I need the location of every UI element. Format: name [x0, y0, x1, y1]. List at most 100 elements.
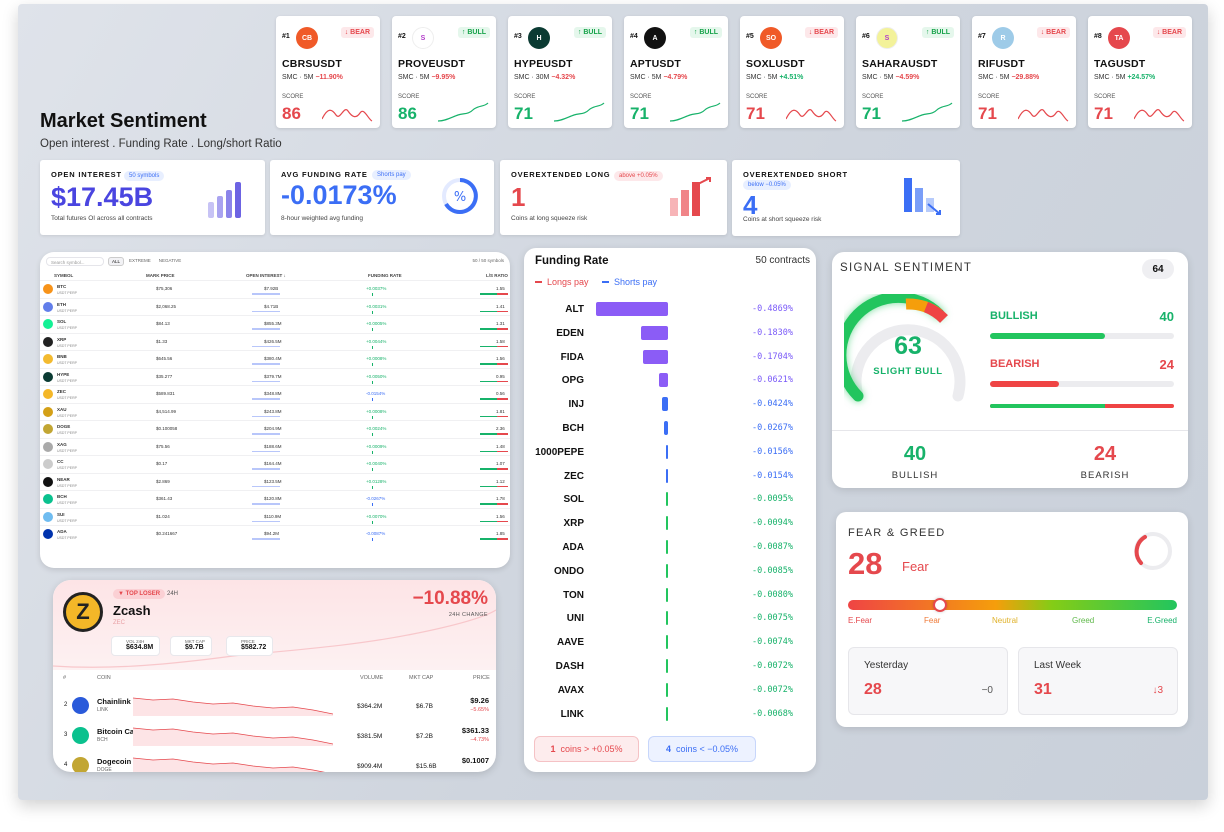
- table-row[interactable]: CC USDT PERP $0.17 $164.4M +0.0040% 1.07: [40, 455, 510, 473]
- funding-row[interactable]: ONDO -0.0085%: [524, 560, 816, 584]
- funding-row[interactable]: AAVE -0.0074%: [524, 631, 816, 655]
- row-sub: USDT PERP: [57, 536, 77, 540]
- funding-value: -0.0621%: [752, 375, 793, 386]
- token-name: HYPEUSDT: [514, 58, 573, 70]
- row-ls: 1.81: [496, 408, 505, 414]
- coin-icon: [43, 511, 53, 522]
- row-ls-bar: [480, 503, 508, 505]
- row-funding: -0.0087%: [366, 531, 386, 536]
- table-row[interactable]: XAG USDT PERP $75.56 $188.6M +0.0009% 1.…: [40, 437, 510, 456]
- token-card-cbrsusdt[interactable]: #1 CB ↓ BEAR CBRSUSDT SMC · 5M −11.90% S…: [276, 16, 380, 128]
- filter-negative[interactable]: NEGATIVE: [158, 258, 182, 263]
- table-row[interactable]: DOGE USDT PERP $0.100058 $204.9M +0.0024…: [40, 420, 510, 438]
- token-card-soxlusdt[interactable]: #5 SO ↓ BEAR SOXLUSDT SMC · 5M +4.51% SC…: [740, 16, 844, 128]
- funding-row[interactable]: BCH -0.0267%: [524, 417, 816, 441]
- open-interest-card[interactable]: OPEN INTEREST 50 symbols $17.45B Total f…: [40, 160, 265, 235]
- row-funding-tick: [372, 380, 373, 384]
- funding-row[interactable]: OPG -0.0621%: [524, 369, 816, 393]
- coin-name: Zcash: [113, 603, 151, 618]
- table-row[interactable]: BNB USDT PERP $645.56 $380.4M +0.0008% 1…: [40, 350, 510, 368]
- funding-row[interactable]: 1000PEPE -0.0156%: [524, 441, 816, 465]
- coin-icon: [43, 301, 53, 312]
- search-input[interactable]: Search symbol...: [46, 257, 104, 266]
- col-mark-price[interactable]: MARK PRICE: [146, 273, 175, 278]
- table-row[interactable]: SOL USDT PERP $84.13 $855.3M +0.0005% 1.…: [40, 315, 510, 333]
- funding-row[interactable]: LINK -0.0068%: [524, 703, 816, 727]
- table-row[interactable]: BCH USDT PERP $361.43 $120.8M -0.0267% 1…: [40, 490, 510, 508]
- table-row[interactable]: XRP USDT PERP $1.33 $426.5M +0.0044% 1.5…: [40, 332, 510, 351]
- table-row[interactable]: ADA USDT PERP $0.241667 $94.2M -0.0087% …: [40, 525, 510, 543]
- funding-row[interactable]: UNI -0.0075%: [524, 607, 816, 631]
- fg-value: 28: [848, 546, 883, 581]
- score-label: SCORE: [398, 94, 420, 100]
- token-change: −4.79%: [663, 74, 688, 81]
- overextended-short-card[interactable]: OVEREXTENDED SHORT below −0.05% 4 Coins …: [732, 160, 960, 236]
- token-card-aptusdt[interactable]: #4 A ↑ BULL APTUSDT SMC · 5M −4.79% SCOR…: [624, 16, 728, 128]
- funding-symbol: AAVE: [556, 637, 584, 649]
- table-row[interactable]: HYPE USDT PERP $35.277 $379.7M +0.0050% …: [40, 367, 510, 386]
- token-name: APTUSDT: [630, 58, 681, 70]
- token-card-rifusdt[interactable]: #7 R ↓ BEAR RIFUSDT SMC · 5M −29.88% SCO…: [972, 16, 1076, 128]
- funding-row[interactable]: ADA -0.0087%: [524, 536, 816, 560]
- funding-row[interactable]: INJ -0.0424%: [524, 393, 816, 417]
- legend-long-label: Longs pay: [547, 277, 589, 287]
- row-symbol: BCH: [57, 494, 67, 499]
- funding-row[interactable]: AVAX -0.0072%: [524, 679, 816, 703]
- token-card-proveusdt[interactable]: #2 S ↑ BULL PROVEUSDT SMC · 5M −9.95% SC…: [392, 16, 496, 128]
- coin-row[interactable]: 3 Bitcoin Cash BCH $381.5M $7.2B $361.33…: [53, 724, 496, 752]
- row-sub: USDT PERP: [57, 501, 77, 505]
- coin-row[interactable]: 2 Chainlink LINK $364.2M $6.7B $9.26 −5.…: [53, 694, 496, 722]
- avg-funding-card[interactable]: AVG FUNDING RATE Shorts pay -0.0173% 8-h…: [270, 160, 494, 235]
- overextended-long-card[interactable]: OVEREXTENDED LONG above +0.05% 1 Coins a…: [500, 160, 727, 235]
- symbol-count: 50 / 50 symbols: [472, 258, 504, 263]
- token-change: −29.88%: [1011, 74, 1040, 81]
- funding-symbol: INJ: [568, 399, 584, 411]
- token-card-hypeusdt[interactable]: #3 H ↑ BULL HYPEUSDT SMC · 30M −4.32% SC…: [508, 16, 612, 128]
- row-oi: $123.5M: [264, 478, 282, 484]
- table-row[interactable]: NEAR USDT PERP $2.869 $123.5M +0.0128% 1…: [40, 472, 510, 491]
- col-funding-rate[interactable]: FUNDING RATE: [368, 273, 402, 278]
- change-label: 24H CHANGE: [448, 612, 488, 618]
- row-symbol: SUI: [57, 511, 65, 517]
- coin-row[interactable]: 4 Dogecoin DOGE $909.4M $15.6B $0.1007: [53, 754, 496, 772]
- token-rank: #2: [398, 33, 406, 40]
- token-card-saharausdt[interactable]: #6 S ↑ BULL SAHARAUSDT SMC · 5M −4.59% S…: [856, 16, 960, 128]
- row-rank: 3: [64, 732, 68, 738]
- coin-icon: [43, 494, 53, 504]
- funding-row[interactable]: XRP -0.0094%: [524, 512, 816, 536]
- fund-value: -0.0173%: [281, 180, 397, 210]
- funding-row[interactable]: EDEN -0.1830%: [524, 322, 816, 346]
- table-row[interactable]: SUI USDT PERP $1.024 $110.9M +0.0070% 1.…: [40, 507, 510, 526]
- col-ls-ratio[interactable]: L/S RATIO: [486, 273, 508, 278]
- row-symbol: SOL: [57, 319, 67, 324]
- table-row[interactable]: BTC USDT PERP $75,306 $7.92B +0.0037% 1.…: [40, 280, 510, 298]
- token-logo-icon: TA: [1108, 27, 1130, 49]
- token-logo-icon: S: [412, 27, 434, 49]
- funding-row[interactable]: ALT -0.4869%: [524, 298, 816, 322]
- long-squeeze-label: coins > +0.05%: [560, 744, 623, 754]
- funding-bar: [666, 492, 668, 507]
- funding-row[interactable]: ZEC -0.0154%: [524, 465, 816, 489]
- filter-all[interactable]: ALL: [108, 257, 125, 266]
- funding-row[interactable]: TON -0.0080%: [524, 584, 816, 608]
- filter-extreme[interactable]: EXTREME: [129, 258, 151, 263]
- lastweek-delta: ↓3: [1152, 685, 1163, 696]
- short-squeeze-filter[interactable]: 4 coins < −0.05%: [648, 736, 756, 762]
- funding-bar: [665, 468, 668, 483]
- funding-row[interactable]: FIDA -0.1704%: [524, 346, 816, 370]
- long-squeeze-filter[interactable]: 1 coins > +0.05%: [534, 736, 639, 762]
- token-card-tagusdt[interactable]: #8 TA ↓ BEAR TAGUSDT SMC · 5M +24.57% SC…: [1088, 16, 1192, 128]
- funding-row[interactable]: SOL -0.0095%: [524, 488, 816, 512]
- funding-row[interactable]: DASH -0.0072%: [524, 655, 816, 679]
- table-row[interactable]: XAU USDT PERP $4,514.99 $243.8M +0.0008%…: [40, 402, 510, 421]
- stat-chip: VOL 24H $634.8M: [111, 636, 161, 656]
- table-row[interactable]: ETH USDT PERP $2,068.25 $4.71B +0.0031% …: [40, 297, 510, 316]
- table-row[interactable]: ZEC USDT PERP $589.831 $348.8M -0.0154% …: [40, 385, 510, 403]
- bottom-bullish-value: 40: [903, 443, 927, 465]
- coin-icon: [43, 371, 53, 382]
- col-open-interest[interactable]: OPEN INTEREST ↓: [246, 273, 286, 278]
- col-symbol[interactable]: SYMBOL: [54, 273, 74, 278]
- row-oi: $164.4M: [264, 461, 282, 466]
- fg-mini-gauge: [1134, 532, 1172, 570]
- row-ls: 1.55: [496, 286, 505, 291]
